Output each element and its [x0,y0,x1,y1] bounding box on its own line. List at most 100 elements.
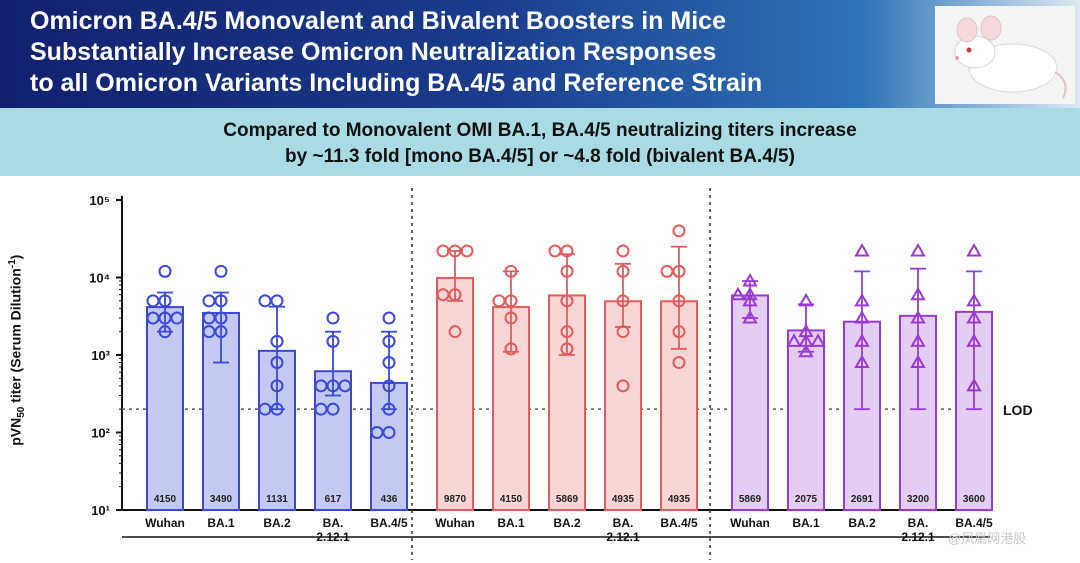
bar-value-label: 9870 [444,494,467,505]
x-category-label: Wuhan [730,516,770,530]
data-point [270,294,284,308]
x-category-label: BA.1 [207,516,235,530]
data-point [560,294,574,308]
data-point [270,356,284,370]
data-point [504,342,518,356]
bar-value-label: 4150 [500,494,523,505]
bar-value-label: 3490 [210,494,233,505]
x-category-label: BA.1 [792,516,820,530]
data-point [672,224,686,238]
data-point [672,325,686,339]
data-point [370,426,384,439]
subtitle-banner: Compared to Monovalent OMI BA.1, BA.4/5 … [0,108,1080,176]
y-axis-label: pVN50 titer (Serum Dilution-1) [6,254,28,446]
data-point [910,354,926,369]
bar [604,300,642,511]
data-point [910,286,926,301]
x-category-label: BA.2 [553,516,581,530]
data-point [672,356,686,370]
data-point [202,311,216,325]
data-point [854,310,870,324]
bar-value-label: 617 [325,494,342,505]
data-point [854,333,870,347]
data-point [382,356,396,370]
data-point [560,264,574,278]
data-point [854,242,870,257]
data-point [910,242,926,257]
data-point [314,379,328,393]
data-point [314,402,328,416]
data-point [798,343,814,358]
x-category-label: 2.12.1 [606,530,640,544]
data-point [270,379,284,393]
slide-title: Omicron BA.4/5 Monovalent and Bivalent B… [30,7,763,97]
x-category-label: BA. [613,516,634,530]
bar [146,306,184,511]
bar-value-label: 5869 [739,494,762,505]
bar-value-label: 1131 [266,494,288,505]
data-point [966,377,982,392]
x-category-label: BA. [908,516,929,530]
data-point [382,334,396,348]
x-category-label: Wuhan [145,516,185,530]
data-point [504,311,518,325]
data-point [854,354,870,369]
data-point [672,294,686,308]
y-tick-label: 10² [91,426,110,441]
data-point [616,244,630,258]
bar-value-label: 5869 [556,494,579,505]
data-point [660,264,674,278]
watermark: @凤凰网港股 [948,531,1027,546]
x-category-label: BA.4/5 [955,516,993,530]
data-point [966,333,982,347]
bar [436,276,474,512]
data-point [616,294,630,308]
mouse-image [935,6,1075,104]
data-point [270,334,284,348]
data-point [158,264,172,278]
data-point [448,325,462,339]
data-point [460,244,474,258]
data-point [854,292,870,307]
data-point [326,334,340,348]
data-point [548,244,562,258]
data-point [810,333,826,347]
data-point [910,310,926,324]
data-point [616,325,630,339]
x-category-label: BA.2 [848,516,876,530]
y-tick-label: 10⁵ [89,193,110,208]
data-point [258,294,272,308]
x-category-label: BA.4/5 [370,516,408,530]
x-category-label: Wuhan [435,516,475,530]
data-point [616,264,630,278]
data-point [214,264,228,278]
bar-value-label: 4150 [154,494,177,505]
data-point [158,325,172,339]
data-point [786,333,802,347]
data-point [382,311,396,325]
data-point [146,311,160,325]
data-point [202,294,216,308]
data-point [326,311,340,325]
data-point [170,311,184,325]
bar [731,294,769,511]
data-point [492,294,506,308]
data-point [742,310,758,324]
bar-value-label: 4935 [612,494,635,505]
data-point [966,310,982,324]
data-point [560,342,574,356]
data-point [436,244,450,258]
data-point [910,333,926,347]
bar-value-label: 436 [381,494,398,505]
x-category-label: BA.1 [497,516,525,530]
y-tick-label: 10³ [91,348,110,363]
title-banner: Omicron BA.4/5 Monovalent and Bivalent B… [0,0,1080,108]
y-tick-label: 10⁴ [89,271,110,286]
y-tick-label: 10¹ [91,503,110,518]
data-point [338,379,352,393]
bar-value-label: 3200 [907,494,930,505]
titer-bar-chart: 10¹ 10² 10³ 10⁴ 10⁵ LOD 4150 Wuhan 3490 BA.1 1131 B… [89,188,1033,560]
data-point [966,242,982,257]
data-point [382,379,396,393]
bar [787,329,825,511]
